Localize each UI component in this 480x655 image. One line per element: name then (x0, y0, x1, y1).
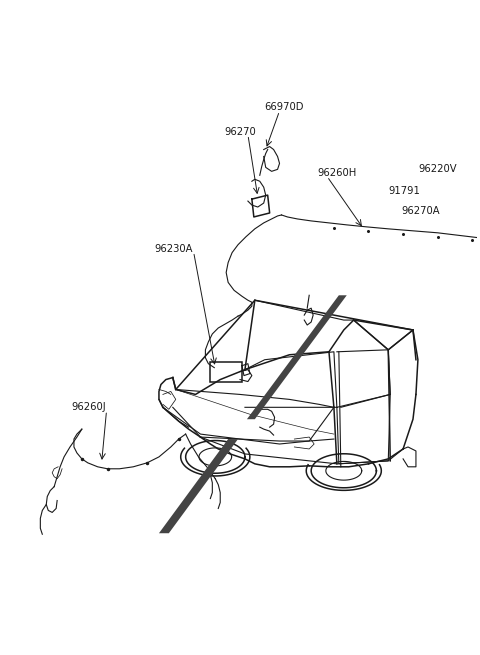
Text: 96230A: 96230A (154, 244, 192, 253)
Text: 96260H: 96260H (317, 168, 356, 178)
Polygon shape (159, 439, 238, 533)
Text: 96260J: 96260J (71, 402, 106, 412)
Text: 91791: 91791 (388, 186, 420, 196)
Text: 96270A: 96270A (401, 206, 440, 216)
Bar (210, 362, 242, 382)
Text: 96220V: 96220V (418, 164, 456, 174)
Text: 66970D: 66970D (265, 102, 304, 112)
Polygon shape (247, 295, 347, 419)
Text: 96270: 96270 (224, 126, 256, 137)
